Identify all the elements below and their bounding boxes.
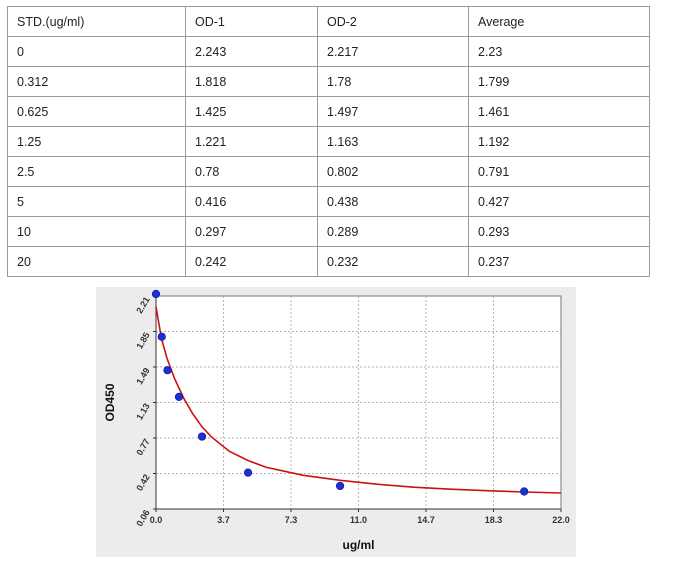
- x-tick-label: 0.0: [150, 515, 163, 525]
- y-tick-label: 1.85: [134, 331, 151, 351]
- y-axis-title: OD450: [103, 383, 117, 421]
- table-cell: 20: [7, 246, 186, 277]
- table-cell: 0.802: [317, 156, 469, 187]
- table-cell: 1.818: [185, 66, 318, 97]
- table-row: 0.625 1.425 1.497 1.461: [7, 96, 650, 127]
- table-row: 0 2.243 2.217 2.23: [7, 36, 650, 67]
- table-cell: 1.25: [7, 126, 186, 157]
- table-cell: 2.23: [468, 36, 650, 67]
- table-cell: 0.791: [468, 156, 650, 187]
- table-cell: 1.221: [185, 126, 318, 157]
- y-tick-label: 0.42: [134, 473, 151, 493]
- table-cell: 0: [7, 36, 186, 67]
- table-cell: 0.232: [317, 246, 469, 277]
- table-cell: 0.242: [185, 246, 318, 277]
- x-tick-label: 22.0: [552, 515, 570, 525]
- data-point: [163, 366, 172, 375]
- table-row: 2.5 0.78 0.802 0.791: [7, 156, 650, 187]
- table-cell: 0.297: [185, 216, 318, 247]
- data-point: [157, 332, 166, 341]
- table-row: 1.25 1.221 1.163 1.192: [7, 126, 650, 157]
- table-cell: 1.192: [468, 126, 650, 157]
- y-tick-label: 1.49: [134, 366, 151, 386]
- data-point: [197, 432, 207, 441]
- table-cell: 1.497: [317, 96, 469, 127]
- header-std: STD.(ug/ml): [7, 6, 186, 37]
- table-cell: 5: [7, 186, 186, 217]
- y-tick-label: 1.13: [134, 402, 151, 422]
- table-cell: 1.425: [185, 96, 318, 127]
- table-cell: 0.312: [7, 66, 186, 97]
- table-header-row: STD.(ug/ml) OD-1 OD-2 Average: [7, 6, 650, 37]
- y-tick-label: 0.77: [134, 437, 151, 457]
- data-point: [174, 392, 184, 401]
- table-cell: 1.163: [317, 126, 469, 157]
- standard-curve-chart: 0.0 3.7 7.3 11.0 14.7 18.3 22.00.060.420.771.1…: [103, 289, 570, 552]
- header-od1: OD-1: [185, 6, 318, 37]
- table-cell: 0.237: [468, 246, 650, 277]
- x-tick-label: 7.3: [285, 515, 298, 525]
- table-cell: 1.799: [468, 66, 650, 97]
- table-cell: 1.461: [468, 96, 650, 127]
- table-cell: 2.5: [7, 156, 186, 187]
- x-tick-label: 18.3: [485, 515, 503, 525]
- table-cell: 2.243: [185, 36, 318, 67]
- table-row: 10 0.297 0.289 0.293: [7, 216, 650, 247]
- x-tick-label: 14.7: [417, 515, 435, 525]
- x-tick-label: 11.0: [350, 515, 367, 525]
- table-cell: 0.438: [317, 186, 469, 217]
- table-row: 20 0.242 0.232 0.237: [7, 246, 650, 277]
- y-tick-label: 2.21: [134, 295, 151, 315]
- chart-panel: 0.0 3.7 7.3 11.0 14.7 18.3 22.0 0.06 0.42 0.77 1.1…: [96, 287, 576, 557]
- data-point: [520, 487, 529, 496]
- x-axis-title: ug/ml: [343, 538, 375, 552]
- table-row: 0.312 1.818 1.78 1.799: [7, 66, 650, 97]
- table-cell: 0.293: [468, 216, 650, 247]
- x-tick-label: 3.7: [217, 515, 230, 525]
- header-od2: OD-2: [317, 6, 469, 37]
- header-average: Average: [468, 6, 650, 37]
- table-cell: 1.78: [317, 66, 469, 97]
- table-cell: 0.427: [468, 186, 650, 217]
- table-cell: 0.78: [185, 156, 318, 187]
- data-point: [151, 289, 161, 299]
- data-point: [335, 481, 345, 491]
- table-cell: 0.289: [317, 216, 469, 247]
- table-cell: 10: [7, 216, 186, 247]
- table-cell: 0.416: [185, 186, 318, 217]
- table-row: 5 0.416 0.438 0.427: [7, 186, 650, 217]
- fit-curve: [155, 306, 562, 494]
- table-cell: 0.625: [7, 96, 186, 127]
- data-point: [243, 468, 253, 477]
- standards-table: STD.(ug/ml) OD-1 OD-2 Average 0 2.243 2.…: [7, 6, 650, 277]
- table-cell: 2.217: [317, 36, 469, 67]
